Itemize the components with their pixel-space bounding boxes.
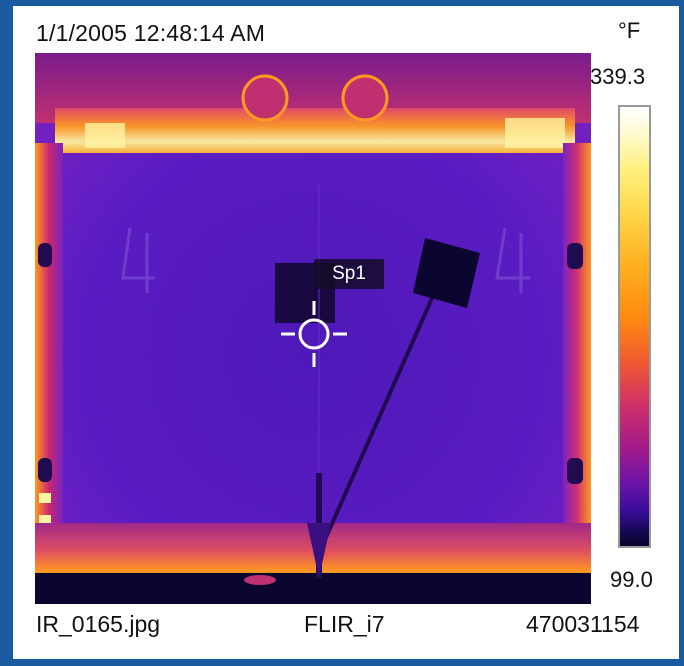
thermal-scene [35,53,591,604]
temperature-colorbar [618,105,651,548]
scale-min-value: 99.0 [610,567,653,592]
ir-report-frame: 1/1/2005 12:48:14 AM °F 339.3 99.0 [13,6,679,659]
capture-timestamp: 1/1/2005 12:48:14 AM [36,20,266,46]
camera-serial: 470031154 [526,611,640,637]
camera-model: FLIR_i7 [304,611,385,637]
temperature-unit: °F [618,18,641,43]
scale-max-value: 339.3 [590,64,646,89]
spot-label[interactable]: Sp1 [314,259,384,289]
spot-crosshair-icon [281,301,347,367]
image-filename: IR_0165.jpg [36,611,161,637]
thermal-image[interactable]: Sp1 [35,53,591,604]
